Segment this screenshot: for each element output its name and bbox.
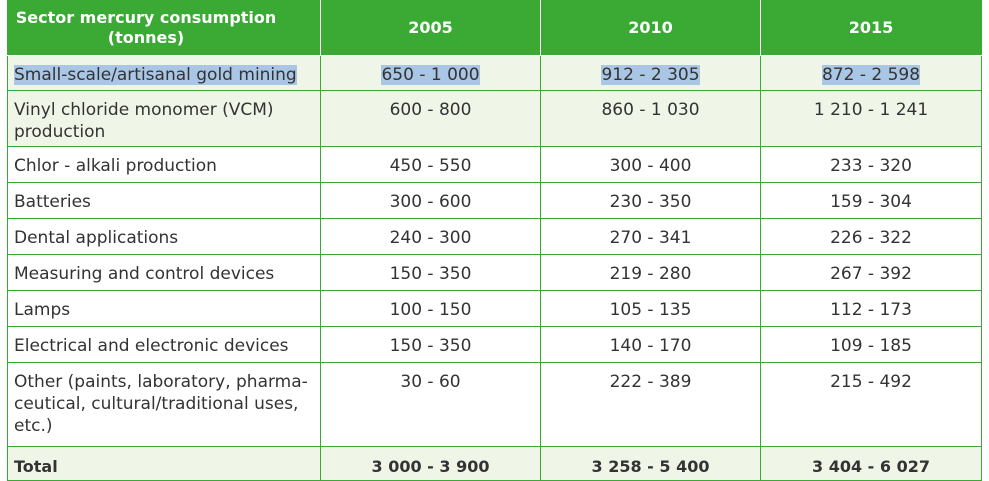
table-row: Lamps 100 - 150 105 - 135 112 - 173 [7,290,982,327]
value-2015[interactable]: 267 - 392 [760,254,982,291]
value-2010[interactable]: 912 - 2 305 [540,55,761,91]
value-2010[interactable]: 860 - 1 030 [540,90,761,147]
value-2005[interactable]: 600 - 800 [320,90,541,147]
value-2010[interactable]: 270 - 341 [540,218,761,255]
mercury-consumption-table-wrapper: Sector mercury consumption (tonnes) 2005… [7,0,982,481]
value-2005[interactable]: 100 - 150 [320,290,541,327]
sector-cell[interactable]: Electrical and electronic devices [7,326,321,363]
value-2015[interactable]: 233 - 320 [760,146,982,183]
total-2005[interactable]: 3 000 - 3 900 [320,446,541,481]
value-2005[interactable]: 30 - 60 [320,362,541,447]
value-2015[interactable]: 872 - 2 598 [760,55,982,91]
table-row: Batteries 300 - 600 230 - 350 159 - 304 [7,182,982,219]
table-row: Dental applications 240 - 300 270 - 341 … [7,218,982,255]
table-header-row: Sector mercury consumption (tonnes) 2005… [7,0,982,56]
header-2010: 2010 [540,0,761,56]
sector-cell[interactable]: Dental applications [7,218,321,255]
value-2005[interactable]: 300 - 600 [320,182,541,219]
value-2015[interactable]: 226 - 322 [760,218,982,255]
value-2010[interactable]: 105 - 135 [540,290,761,327]
total-row: Total 3 000 - 3 900 3 258 - 5 400 3 404 … [7,446,982,481]
sector-cell[interactable]: Small-scale/artisanal gold mining [7,55,321,91]
header-sector-line1: Sector mercury consumption [15,8,277,27]
value-2010[interactable]: 219 - 280 [540,254,761,291]
value-2015[interactable]: 112 - 173 [760,290,982,327]
value-2010[interactable]: 230 - 350 [540,182,761,219]
value-2015-text: 872 - 2 598 [821,65,921,85]
header-sector-line2: (tonnes) [107,28,185,47]
sector-cell[interactable]: Other (paints, laboratory, pharma-ceutic… [7,362,321,447]
sector-label: Small-scale/artisanal gold mining [14,65,297,85]
header-2015: 2015 [760,0,982,56]
table-row: Vinyl chloride monomer (VCM) production … [7,90,982,147]
header-2005: 2005 [320,0,541,56]
sector-cell[interactable]: Chlor - alkali production [7,146,321,183]
value-2015[interactable]: 215 - 492 [760,362,982,447]
value-2005[interactable]: 150 - 350 [320,326,541,363]
table-row: Electrical and electronic devices 150 - … [7,326,982,363]
table-row: Measuring and control devices 150 - 350 … [7,254,982,291]
sector-cell[interactable]: Batteries [7,182,321,219]
total-2015[interactable]: 3 404 - 6 027 [760,446,982,481]
total-2010[interactable]: 3 258 - 5 400 [540,446,761,481]
sector-cell[interactable]: Vinyl chloride monomer (VCM) production [7,90,321,147]
value-2005[interactable]: 650 - 1 000 [320,55,541,91]
header-sector: Sector mercury consumption (tonnes) [7,0,321,56]
value-2005-text: 650 - 1 000 [381,65,480,85]
sector-cell[interactable]: Lamps [7,290,321,327]
table-row: Small-scale/artisanal gold mining 650 - … [7,55,982,91]
total-label[interactable]: Total [7,446,321,481]
mercury-consumption-table: Sector mercury consumption (tonnes) 2005… [7,0,982,481]
value-2010[interactable]: 300 - 400 [540,146,761,183]
value-2005[interactable]: 450 - 550 [320,146,541,183]
value-2010-text: 912 - 2 305 [601,65,700,85]
value-2005[interactable]: 240 - 300 [320,218,541,255]
value-2005[interactable]: 150 - 350 [320,254,541,291]
sector-cell[interactable]: Measuring and control devices [7,254,321,291]
value-2015[interactable]: 159 - 304 [760,182,982,219]
table-row: Chlor - alkali production 450 - 550 300 … [7,146,982,183]
value-2010[interactable]: 140 - 170 [540,326,761,363]
value-2015[interactable]: 109 - 185 [760,326,982,363]
value-2015[interactable]: 1 210 - 1 241 [760,90,982,147]
value-2010[interactable]: 222 - 389 [540,362,761,447]
table-row: Other (paints, laboratory, pharma-ceutic… [7,362,982,447]
